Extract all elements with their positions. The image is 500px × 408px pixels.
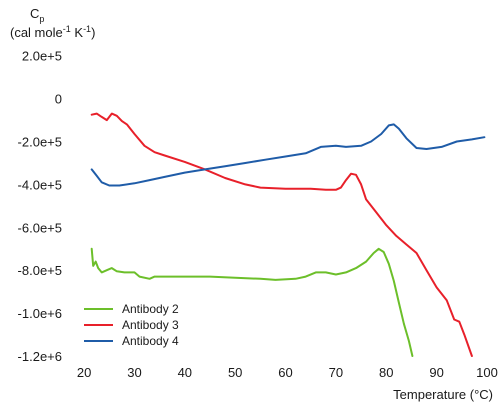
- series-line-antibody-2: [90, 247, 414, 357]
- series-line-antibody-4: [90, 123, 486, 187]
- series-line-antibody-3: [90, 112, 473, 357]
- x-axis-ticks: 20 30 40 50 60 70 80 90 100: [77, 365, 498, 380]
- y-tick-label: -1.0e+6: [18, 306, 62, 321]
- y-tick-label: -1.2e+6: [18, 349, 62, 364]
- series-lines: [90, 112, 486, 357]
- x-tick-label: 30: [127, 365, 141, 380]
- x-tick-label: 60: [278, 365, 292, 380]
- y-axis-ticks: 2.0e+5 0 -2.0e+5 -4.0e+5 -6.0e+5 -8.0e+5 -1.0e…: [18, 49, 62, 364]
- x-tick-label: 40: [178, 365, 192, 380]
- x-tick-label: 80: [379, 365, 393, 380]
- legend-label: Antibody 2: [122, 302, 179, 316]
- x-tick-label: 100: [476, 365, 498, 380]
- x-tick-label: 20: [77, 365, 91, 380]
- y-axis-label-symbol: Cp: [30, 6, 44, 24]
- x-tick-label: 90: [429, 365, 443, 380]
- y-tick-label: 0: [55, 92, 62, 107]
- legend-label: Antibody 3: [122, 318, 179, 332]
- y-tick-label: -4.0e+5: [18, 177, 62, 192]
- y-tick-label: -2.0e+5: [18, 135, 62, 150]
- legend-label: Antibody 4: [122, 334, 179, 348]
- x-tick-label: 50: [228, 365, 242, 380]
- y-tick-label: -6.0e+5: [18, 220, 62, 235]
- y-tick-label: 2.0e+5: [22, 49, 62, 64]
- x-axis-label: Temperature (°C): [393, 387, 493, 402]
- legend: Antibody 2 Antibody 3 Antibody 4: [84, 302, 179, 348]
- x-tick-label: 70: [329, 365, 343, 380]
- y-axis-label-units: (cal mole-1 K-1): [10, 24, 95, 40]
- y-tick-label: -8.0e+5: [18, 263, 62, 278]
